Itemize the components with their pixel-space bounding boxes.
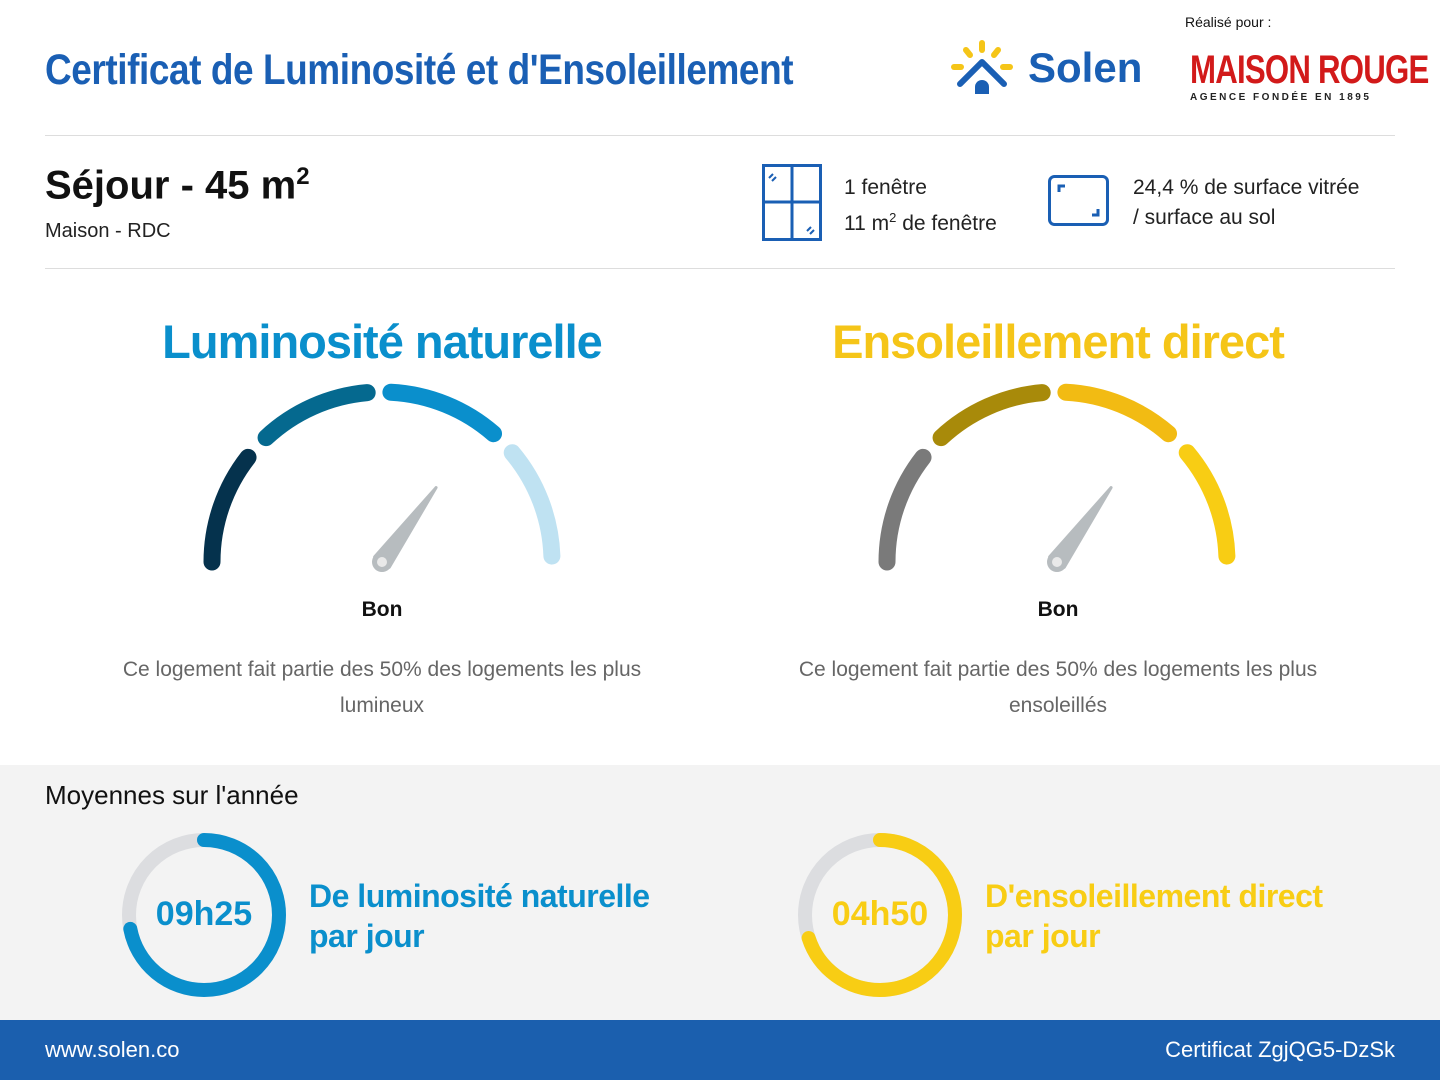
room-name: Séjour - 45 m [45,163,297,208]
gauge-segment [503,444,561,565]
label-line: D'ensoleillement direct [985,878,1323,914]
sunlight-hours-label: D'ensoleillement direct par jour [985,876,1323,956]
gauge-needle-hub-inner [1052,557,1062,567]
window-area-suffix: de fenêtre [896,212,997,235]
gauge-segment [932,384,1051,447]
exponent: 2 [889,210,897,225]
ring-fill [798,833,962,997]
sunlight-gauge [878,383,1236,572]
glazing-info: 24,4 % de surface vitrée / surface au so… [1133,173,1359,233]
sunlight-ring [798,833,962,997]
gauge-segment [382,383,503,443]
gauge-segment [1057,383,1178,443]
room-title: Séjour - 45 m2 [45,163,310,208]
window-count: 1 fenêtre [844,176,927,199]
window-area: 11 m2 de fenêtre [844,203,997,239]
luminosity-ring [122,833,286,997]
solen-logo: Solen [950,40,1142,96]
brand-name: Solen [1028,44,1143,91]
ring-fill [122,833,286,997]
gauge-segment [257,384,376,447]
label-line: par jour [985,918,1101,954]
divider [45,268,1395,269]
gauge-title-sunlight: Ensoleillement direct [832,315,1285,368]
room-location: Maison - RDC [45,220,171,242]
surface-icon [1048,175,1109,226]
website-link[interactable]: www.solen.co [45,1037,180,1062]
glazing-ratio-suffix: / surface au sol [1133,206,1276,229]
sun-house-icon [951,40,1013,94]
luminosity-hours: 09h25 [155,895,253,933]
luminosity-description: Ce logement fait partie des 50% des loge… [122,658,642,717]
made-for-label: Réalisé pour : [1185,14,1272,30]
client-tagline: AGENCE FONDÉE EN 1895 [1190,92,1372,103]
luminosity-hours-label: De luminosité naturelle par jour [309,876,650,956]
window-icon [762,164,822,241]
sunlight-rating: Bon [1037,598,1079,621]
luminosity-rating: Bon [361,598,403,621]
divider [45,135,1395,136]
footer: www.solen.co Certificat ZgjQG5-DzSk [0,1020,1440,1080]
gauge-title-luminosity: Luminosité naturelle [162,315,603,368]
client-logo: MAISON ROUGE AGENCE FONDÉE EN 1895 [1190,48,1429,104]
glazing-ratio: 24,4 % de surface vitrée [1133,176,1360,199]
gauge-segment [878,448,932,571]
sunlight-description: Ce logement fait partie des 50% des loge… [798,658,1318,717]
label-line: De luminosité naturelle [309,878,650,914]
sunlight-hours: 04h50 [831,895,929,933]
client-logo-text: MAISON ROUGE [1190,48,1429,92]
certificate-id: Certificat ZgjQG5-DzSk [1165,1037,1395,1062]
luminosity-gauge [203,383,561,572]
gauge-segment [203,448,257,571]
averages-title: Moyennes sur l'année [45,780,299,810]
label-line: par jour [309,918,425,954]
window-info: 1 fenêtre 11 m2 de fenêtre [844,173,997,239]
window-area-value: 11 m [844,212,890,235]
page-title: Certificat de Luminosité et d'Ensoleille… [45,46,794,94]
exponent: 2 [296,163,310,190]
gauge-needle-hub-inner [377,557,387,567]
gauge-segment [1178,444,1236,565]
